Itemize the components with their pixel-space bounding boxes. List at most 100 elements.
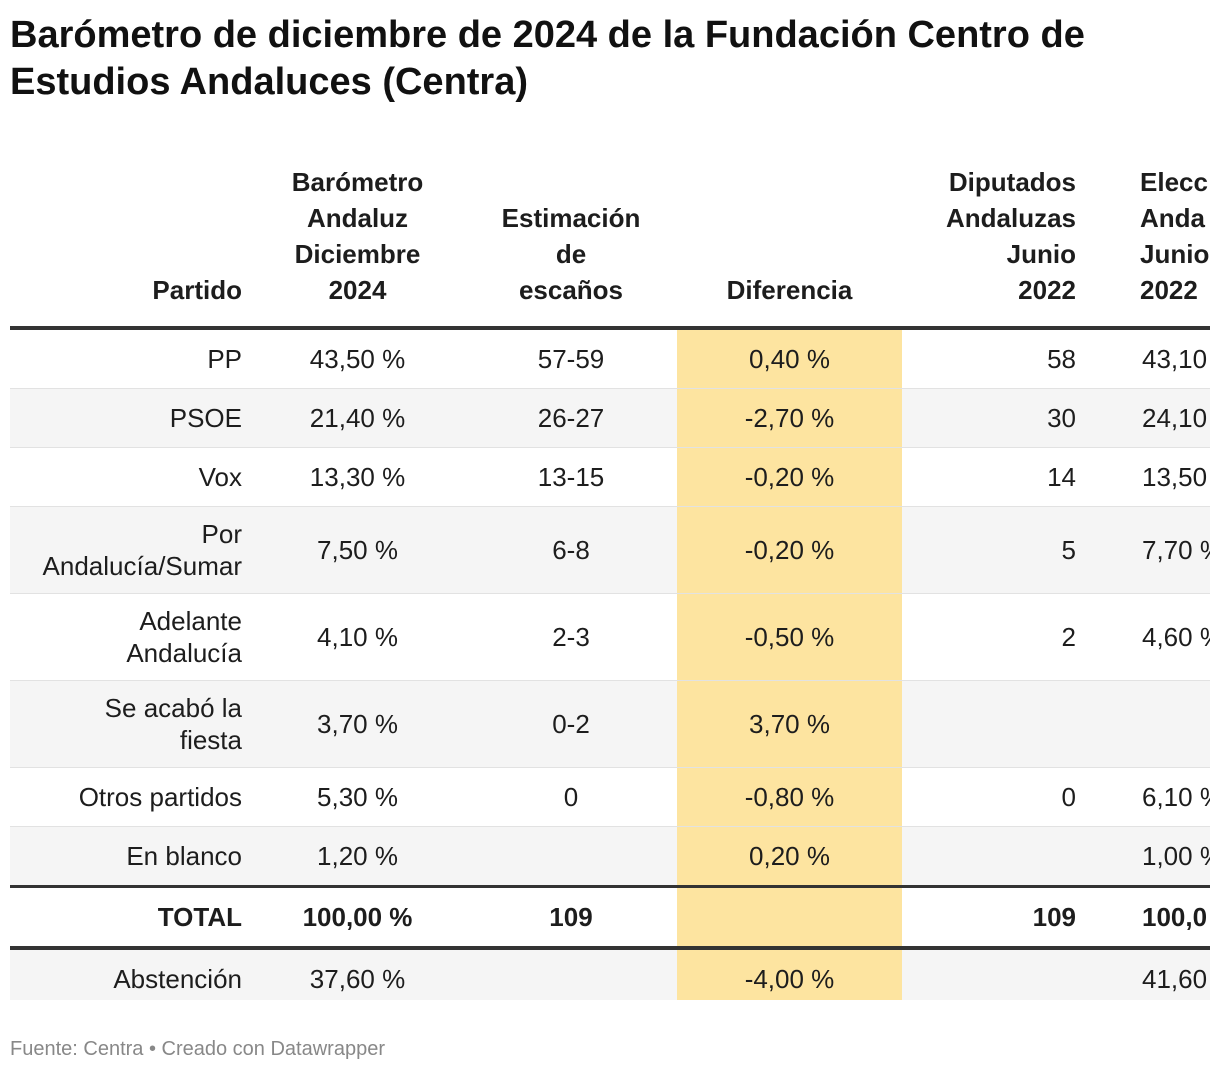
cell-diputados: 5 xyxy=(902,506,1090,594)
cell-diferencia: 0,40 % xyxy=(677,328,902,389)
cell-elecciones: 1,00 % xyxy=(1090,826,1210,888)
cell-partido: PSOE xyxy=(10,388,250,448)
header-barometro-line: Diciembre xyxy=(294,239,421,269)
cell-diputados: 109 xyxy=(902,886,1090,950)
cell-diputados xyxy=(902,826,1090,888)
cell-elecciones: 7,70 % xyxy=(1090,506,1210,594)
cell-escanos xyxy=(465,826,677,888)
header-elecciones-line: Junio xyxy=(1140,239,1210,269)
cell-diputados: 30 xyxy=(902,388,1090,448)
cell-barometro: 7,50 % xyxy=(250,506,465,594)
cell-barometro: 5,30 % xyxy=(250,767,465,827)
cell-partido: TOTAL xyxy=(10,886,250,950)
results-table-container: Partido Barómetro Andaluz Diciembre 2024… xyxy=(10,160,1210,1000)
cell-barometro: 13,30 % xyxy=(250,447,465,507)
cell-diferencia: -0,20 % xyxy=(677,447,902,507)
table-row: Por Andalucía/Sumar 7,50 % 6-8 -0,20 % 5… xyxy=(10,506,1210,594)
cell-escanos: 57-59 xyxy=(465,328,677,389)
header-diferencia[interactable]: Diferencia xyxy=(677,160,902,330)
cell-partido: PP xyxy=(10,328,250,389)
cell-escanos: 26-27 xyxy=(465,388,677,448)
table-row: Se acabó la fiesta 3,70 % 0-2 3,70 % xyxy=(10,680,1210,768)
cell-partido: Se acabó la fiesta xyxy=(10,680,250,768)
cell-partido: Vox xyxy=(10,447,250,507)
cell-partido: Otros partidos xyxy=(10,767,250,827)
cell-diputados: 0 xyxy=(902,767,1090,827)
cell-partido-line: fiesta xyxy=(179,725,242,755)
cell-partido-line: Se acabó la xyxy=(104,693,242,723)
header-partido[interactable]: Partido xyxy=(10,160,250,330)
cell-diputados: 2 xyxy=(902,593,1090,681)
cell-diferencia: -4,00 % xyxy=(677,948,902,1000)
header-estimacion-line: de xyxy=(555,239,587,269)
cell-diferencia: -0,20 % xyxy=(677,506,902,594)
cell-diputados: 58 xyxy=(902,328,1090,389)
cell-partido: Adelante Andalucía xyxy=(10,593,250,681)
header-elecciones-line: Anda xyxy=(1140,203,1205,233)
header-estimacion[interactable]: Estimación de escaños xyxy=(465,160,677,330)
cell-partido: En blanco xyxy=(10,826,250,888)
header-diputados[interactable]: Diputados Andaluzas Junio 2022 xyxy=(902,160,1090,330)
header-estimacion-line: Estimación xyxy=(501,203,641,233)
cell-escanos: 109 xyxy=(465,886,677,950)
table-row: Vox 13,30 % 13-15 -0,20 % 14 13,50 xyxy=(10,447,1210,507)
header-elecciones-line: Elecc xyxy=(1140,167,1208,197)
header-diputados-line: Diputados xyxy=(948,167,1076,197)
header-barometro-line: 2024 xyxy=(328,275,387,305)
header-elecciones-line: 2022 xyxy=(1140,275,1198,305)
table-row: Adelante Andalucía 4,10 % 2-3 -0,50 % 2 … xyxy=(10,593,1210,681)
header-barometro[interactable]: Barómetro Andaluz Diciembre 2024 xyxy=(250,160,465,330)
total-row: TOTAL 100,00 % 109 109 100,0 xyxy=(10,886,1210,950)
cell-escanos: 2-3 xyxy=(465,593,677,681)
cell-escanos: 0 xyxy=(465,767,677,827)
results-table: Partido Barómetro Andaluz Diciembre 2024… xyxy=(10,160,1210,1000)
header-diputados-line: Andaluzas xyxy=(945,203,1076,233)
cell-elecciones: 13,50 xyxy=(1090,447,1210,507)
cell-partido-line: Andalucía xyxy=(126,638,242,668)
cell-diferencia: 0,20 % xyxy=(677,826,902,888)
cell-barometro: 1,20 % xyxy=(250,826,465,888)
cell-partido-line: Adelante xyxy=(139,606,242,636)
cell-elecciones: 24,10 xyxy=(1090,388,1210,448)
header-barometro-line: Andaluz xyxy=(306,203,409,233)
cell-partido: Abstención xyxy=(10,948,250,1000)
cell-barometro: 37,60 % xyxy=(250,948,465,1000)
cell-diferencia: -0,50 % xyxy=(677,593,902,681)
cell-barometro: 100,00 % xyxy=(250,886,465,950)
cell-barometro: 3,70 % xyxy=(250,680,465,768)
header-barometro-line: Barómetro xyxy=(291,167,424,197)
table-row: En blanco 1,20 % 0,20 % 1,00 % xyxy=(10,826,1210,888)
cell-diputados: 14 xyxy=(902,447,1090,507)
cell-elecciones: 100,0 xyxy=(1090,886,1210,950)
cell-elecciones xyxy=(1090,680,1210,768)
header-diputados-line: Junio xyxy=(1006,239,1076,269)
cell-escanos: 0-2 xyxy=(465,680,677,768)
cell-escanos: 13-15 xyxy=(465,447,677,507)
cell-diferencia: -2,70 % xyxy=(677,388,902,448)
table-row: Otros partidos 5,30 % 0 -0,80 % 0 6,10 % xyxy=(10,767,1210,827)
cell-partido: Por Andalucía/Sumar xyxy=(10,506,250,594)
cell-elecciones: 43,10 xyxy=(1090,328,1210,389)
abstencion-row: Abstención 37,60 % -4,00 % 41,60 xyxy=(10,948,1210,1000)
cell-diferencia xyxy=(677,886,902,950)
cell-diputados xyxy=(902,948,1090,1000)
cell-escanos xyxy=(465,948,677,1000)
table-row: PSOE 21,40 % 26-27 -2,70 % 30 24,10 xyxy=(10,388,1210,448)
cell-diferencia: -0,80 % xyxy=(677,767,902,827)
header-estimacion-line: escaños xyxy=(518,275,624,305)
cell-elecciones: 4,60 % xyxy=(1090,593,1210,681)
cell-elecciones: 6,10 % xyxy=(1090,767,1210,827)
cell-barometro: 4,10 % xyxy=(250,593,465,681)
cell-barometro: 43,50 % xyxy=(250,328,465,389)
cell-partido-line: Andalucía/Sumar xyxy=(42,551,242,581)
table-row: PP 43,50 % 57-59 0,40 % 58 43,10 xyxy=(10,328,1210,389)
cell-diputados xyxy=(902,680,1090,768)
source-footer: Fuente: Centra • Creado con Datawrapper xyxy=(10,1038,385,1060)
cell-escanos: 6-8 xyxy=(465,506,677,594)
header-elecciones[interactable]: Elecc Anda Junio 2022 xyxy=(1090,160,1210,330)
cell-diferencia: 3,70 % xyxy=(677,680,902,768)
cell-barometro: 21,40 % xyxy=(250,388,465,448)
cell-partido-line: Por xyxy=(201,519,242,549)
cell-elecciones: 41,60 xyxy=(1090,948,1210,1000)
header-diputados-line: 2022 xyxy=(1018,275,1076,305)
